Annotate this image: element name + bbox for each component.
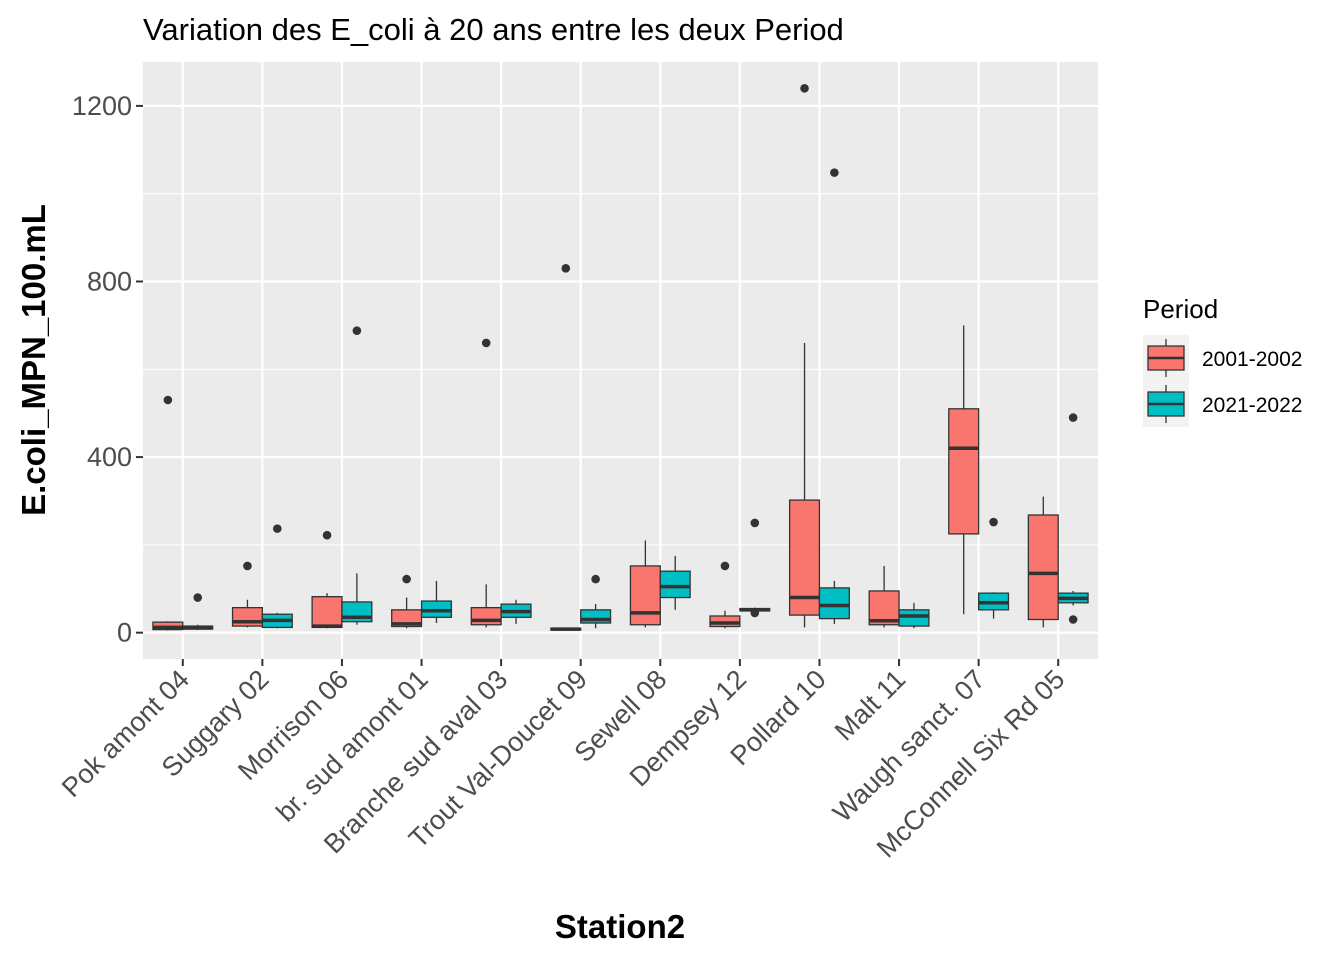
box-group bbox=[739, 518, 771, 618]
outlier-point bbox=[561, 264, 571, 273]
legend-item: 2021-2022 bbox=[1143, 381, 1302, 427]
box-group bbox=[898, 602, 930, 629]
box-group bbox=[470, 338, 502, 628]
box-iqr bbox=[898, 609, 930, 627]
outlier-point bbox=[830, 168, 839, 177]
box-group bbox=[868, 565, 900, 628]
box-group bbox=[580, 574, 612, 629]
box-group bbox=[1027, 496, 1059, 628]
box-group bbox=[261, 524, 293, 629]
box-iqr bbox=[629, 565, 661, 626]
box-iqr bbox=[470, 606, 502, 626]
y-tick-label: 1200 bbox=[72, 91, 132, 121]
plot-panel bbox=[143, 62, 1098, 659]
outlier-point bbox=[272, 524, 282, 533]
box-group bbox=[311, 530, 343, 629]
box-group bbox=[659, 555, 691, 610]
boxes-layer bbox=[152, 84, 1089, 631]
outlier-point bbox=[1068, 615, 1078, 624]
legend-label: 2021-2022 bbox=[1202, 394, 1302, 417]
box-iqr bbox=[709, 615, 741, 628]
y-tick-label: 0 bbox=[117, 618, 132, 648]
outlier-point bbox=[243, 561, 252, 571]
box-group bbox=[500, 599, 532, 624]
outlier-point bbox=[1068, 413, 1078, 422]
box-iqr bbox=[311, 596, 343, 629]
y-tick-label: 800 bbox=[87, 266, 132, 296]
x-axis-title: Station2 bbox=[555, 908, 685, 945]
grid-lines bbox=[143, 62, 1098, 659]
outlier-point bbox=[352, 326, 362, 335]
chart-title: Variation des E_coli à 20 ans entre les … bbox=[143, 12, 844, 47]
box-iqr bbox=[818, 587, 850, 620]
box-group bbox=[818, 168, 850, 624]
outlier-point bbox=[163, 395, 173, 405]
box-group bbox=[550, 264, 582, 631]
outlier-point bbox=[720, 561, 730, 571]
outlier-point bbox=[750, 518, 760, 528]
box-group bbox=[629, 540, 661, 628]
box-group bbox=[182, 593, 214, 631]
box-group bbox=[391, 574, 423, 629]
y-axis: 0 400 800 1200 bbox=[72, 91, 143, 648]
box-group bbox=[709, 561, 741, 629]
outlier-point bbox=[800, 84, 809, 93]
box-group bbox=[977, 517, 1010, 619]
outlier-point bbox=[591, 574, 600, 584]
x-tick-label: Pok amont 04 bbox=[56, 664, 195, 803]
box-group bbox=[788, 84, 821, 628]
box-group bbox=[341, 326, 373, 625]
y-tick-label: 400 bbox=[87, 442, 132, 472]
box-group bbox=[948, 325, 980, 615]
outlier-point bbox=[989, 517, 998, 527]
y-axis-title: E.coli_MPN_100.mL bbox=[15, 204, 52, 516]
box-group bbox=[1057, 413, 1089, 624]
box-group bbox=[420, 580, 453, 624]
legend-label: 2001-2002 bbox=[1202, 348, 1302, 371]
box-iqr bbox=[948, 408, 980, 535]
box-iqr bbox=[659, 570, 691, 599]
legend-item: 2001-2002 bbox=[1143, 335, 1302, 381]
outlier-point bbox=[193, 593, 203, 602]
outlier-point bbox=[750, 608, 760, 618]
box-iqr bbox=[1027, 514, 1059, 621]
legend-title: Period bbox=[1143, 294, 1218, 324]
outlier-point bbox=[481, 338, 491, 348]
outlier-point bbox=[322, 530, 332, 540]
legend: Period 2001-2002 2021-2022 bbox=[1143, 294, 1302, 427]
outlier-point bbox=[402, 574, 411, 584]
